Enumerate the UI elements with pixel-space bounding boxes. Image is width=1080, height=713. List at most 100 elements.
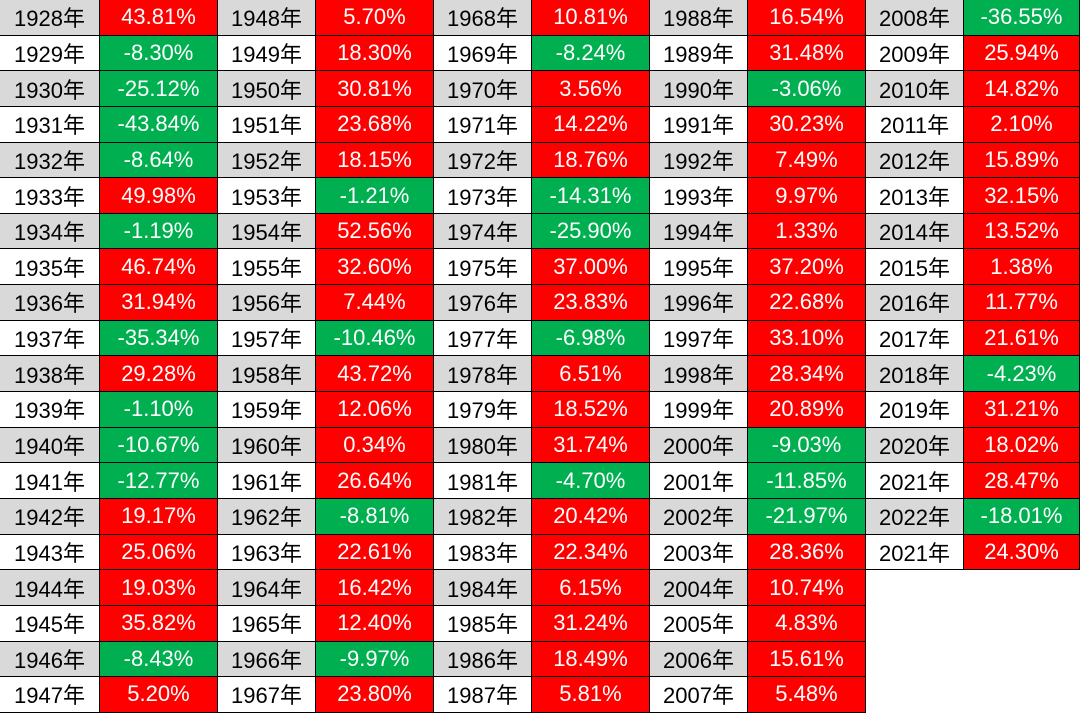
year-cell: 1988年	[650, 0, 748, 36]
year-cell: 2010年	[866, 71, 964, 107]
year-cell: 1987年	[434, 677, 532, 713]
year-cell: 1959年	[218, 392, 316, 428]
positive-return-cell: 37.20%	[748, 249, 866, 286]
year-cell: 2021年	[866, 463, 964, 499]
year-cell: 1992年	[650, 142, 748, 179]
year-cell: 2011年	[866, 106, 964, 143]
year-cell: 1963年	[218, 534, 316, 571]
year-cell: 2006年	[650, 641, 748, 678]
negative-return-cell: -9.97%	[316, 641, 434, 678]
year-cell: 1947年	[0, 677, 100, 713]
year-cell: 1994年	[650, 213, 748, 250]
year-cell: 1938年	[0, 356, 100, 393]
year-cell: 1981年	[434, 463, 532, 499]
year-cell: 1971年	[434, 106, 532, 143]
year-cell: 1993年	[650, 178, 748, 214]
year-cell: 1957年	[218, 320, 316, 357]
negative-return-cell: -8.30%	[100, 35, 218, 72]
year-cell: 1935年	[0, 249, 100, 286]
year-cell: 1939年	[0, 392, 100, 428]
negative-return-cell: -1.21%	[316, 178, 434, 214]
year-cell: 1949年	[218, 35, 316, 72]
negative-return-cell: -8.81%	[316, 498, 434, 535]
year-cell: 2004年	[650, 570, 748, 606]
empty-cell	[866, 677, 964, 713]
empty-cell	[964, 677, 1080, 713]
year-cell: 1976年	[434, 285, 532, 321]
negative-return-cell: -6.98%	[532, 320, 650, 357]
negative-return-cell: -3.06%	[748, 71, 866, 107]
positive-return-cell: 25.94%	[964, 35, 1080, 72]
year-cell: 2022年	[866, 498, 964, 535]
year-cell: 1973年	[434, 178, 532, 214]
positive-return-cell: 46.74%	[100, 249, 218, 286]
negative-return-cell: -8.24%	[532, 35, 650, 72]
empty-cell	[866, 641, 964, 678]
negative-return-cell: -8.64%	[100, 142, 218, 179]
positive-return-cell: 28.47%	[964, 463, 1080, 499]
year-cell: 2018年	[866, 356, 964, 393]
positive-return-cell: 9.97%	[748, 178, 866, 214]
year-cell: 1967年	[218, 677, 316, 713]
negative-return-cell: -35.34%	[100, 320, 218, 357]
year-cell: 1946年	[0, 641, 100, 678]
positive-return-cell: 22.34%	[532, 534, 650, 571]
empty-cell	[964, 570, 1080, 606]
positive-return-cell: 15.89%	[964, 142, 1080, 179]
year-cell: 2013年	[866, 178, 964, 214]
negative-return-cell: -43.84%	[100, 106, 218, 143]
year-cell: 1977年	[434, 320, 532, 357]
positive-return-cell: 31.94%	[100, 285, 218, 321]
empty-cell	[866, 570, 964, 606]
empty-cell	[866, 605, 964, 642]
positive-return-cell: 31.21%	[964, 392, 1080, 428]
year-cell: 1985年	[434, 605, 532, 642]
positive-return-cell: 12.40%	[316, 605, 434, 642]
positive-return-cell: 5.81%	[532, 677, 650, 713]
negative-return-cell: -21.97%	[748, 498, 866, 535]
positive-return-cell: 10.74%	[748, 570, 866, 606]
year-cell: 1975年	[434, 249, 532, 286]
year-cell: 1965年	[218, 605, 316, 642]
positive-return-cell: 33.10%	[748, 320, 866, 357]
positive-return-cell: 19.03%	[100, 570, 218, 606]
positive-return-cell: 22.61%	[316, 534, 434, 571]
positive-return-cell: 15.61%	[748, 641, 866, 678]
year-cell: 1982年	[434, 498, 532, 535]
negative-return-cell: -4.23%	[964, 356, 1080, 393]
negative-return-cell: -4.70%	[532, 463, 650, 499]
year-cell: 2001年	[650, 463, 748, 499]
year-cell: 1990年	[650, 71, 748, 107]
year-cell: 1953年	[218, 178, 316, 214]
positive-return-cell: 20.89%	[748, 392, 866, 428]
year-cell: 2008年	[866, 0, 964, 36]
positive-return-cell: 5.70%	[316, 0, 434, 36]
year-cell: 2014年	[866, 213, 964, 250]
year-cell: 1968年	[434, 0, 532, 36]
positive-return-cell: 5.48%	[748, 677, 866, 713]
positive-return-cell: 18.76%	[532, 142, 650, 179]
year-cell: 1958年	[218, 356, 316, 393]
year-cell: 1980年	[434, 427, 532, 464]
year-cell: 1974年	[434, 213, 532, 250]
positive-return-cell: 32.15%	[964, 178, 1080, 214]
year-cell: 1931年	[0, 106, 100, 143]
positive-return-cell: 3.56%	[532, 71, 650, 107]
year-cell: 1996年	[650, 285, 748, 321]
positive-return-cell: 12.06%	[316, 392, 434, 428]
positive-return-cell: 10.81%	[532, 0, 650, 36]
year-cell: 1934年	[0, 213, 100, 250]
year-cell: 1998年	[650, 356, 748, 393]
year-cell: 1961年	[218, 463, 316, 499]
positive-return-cell: 52.56%	[316, 213, 434, 250]
empty-cell	[964, 641, 1080, 678]
positive-return-cell: 49.98%	[100, 178, 218, 214]
positive-return-cell: 18.30%	[316, 35, 434, 72]
year-cell: 1966年	[218, 641, 316, 678]
negative-return-cell: -25.12%	[100, 71, 218, 107]
positive-return-cell: 18.49%	[532, 641, 650, 678]
year-cell: 1936年	[0, 285, 100, 321]
positive-return-cell: 18.02%	[964, 427, 1080, 464]
negative-return-cell: -1.10%	[100, 392, 218, 428]
positive-return-cell: 25.06%	[100, 534, 218, 571]
